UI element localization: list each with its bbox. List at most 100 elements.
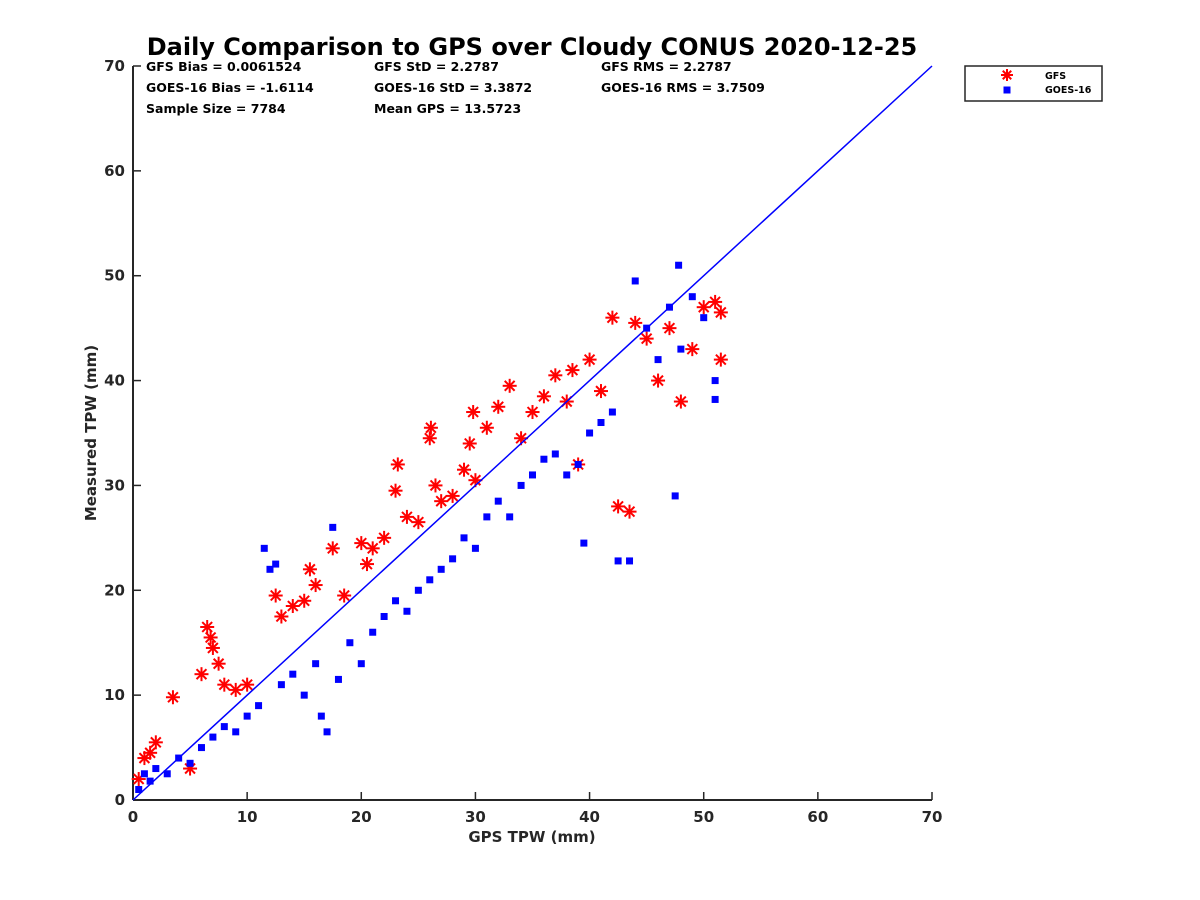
gfs-point [651, 373, 666, 388]
goes-16-point [369, 628, 377, 636]
goes-16-point [197, 744, 205, 752]
gfs-point [548, 368, 563, 383]
gfs-point [143, 745, 158, 760]
y-tick-label: 40 [104, 372, 125, 390]
goes-16-point [449, 555, 457, 563]
gfs-point [365, 541, 380, 556]
goes-16-point [403, 607, 411, 615]
goes-16-point [654, 356, 662, 364]
legend: GFS GOES-16 [964, 65, 1103, 102]
gfs-point [411, 515, 426, 530]
goes-16-point [334, 675, 342, 683]
gfs-point [399, 509, 414, 524]
gfs-point [525, 405, 540, 420]
goes-16-point [346, 639, 354, 647]
legend-goes-16-marker [1003, 86, 1011, 94]
gfs-point [536, 389, 551, 404]
goes-16-point [300, 691, 308, 699]
gfs-point [422, 431, 437, 446]
goes-16-point [671, 492, 679, 500]
x-tick-label: 0 [128, 808, 138, 826]
gfs-point [268, 588, 283, 603]
gfs-point [491, 399, 506, 414]
gfs-point [445, 488, 460, 503]
gfs-point [462, 436, 477, 451]
goes-16-point [209, 733, 217, 741]
goes-16-point [243, 712, 251, 720]
gfs-point [274, 609, 289, 624]
goes-16-point [517, 481, 525, 489]
stat-label: GFS StD = 2.2787 [374, 59, 499, 74]
stat-label: Mean GPS = 13.5723 [374, 101, 521, 116]
gfs-point [628, 315, 643, 330]
x-tick-label: 60 [807, 808, 828, 826]
goes-16-point [580, 539, 588, 547]
gfs-point [457, 462, 472, 477]
goes-16-point [540, 455, 548, 463]
legend-box [964, 65, 1103, 102]
goes-16-point [711, 377, 719, 385]
goes-16-point [140, 770, 148, 778]
goes-16-point [688, 293, 696, 301]
goes-16-point [323, 728, 331, 736]
gfs-point [211, 656, 226, 671]
goes-16-point [597, 419, 605, 427]
goes-16-point [563, 471, 571, 479]
goes-16-point [675, 261, 683, 269]
goes-16-point [626, 557, 634, 565]
stat-label: GFS Bias = 0.0061524 [146, 59, 302, 74]
goes-16-point [471, 544, 479, 552]
gfs-point [466, 405, 481, 420]
x-tick-label: 40 [579, 808, 600, 826]
goes-16-point [574, 460, 582, 468]
goes-16-series [135, 261, 719, 794]
gfs-point [685, 342, 700, 357]
gfs-point [696, 300, 711, 315]
gfs-point [593, 384, 608, 399]
stat-label: Sample Size = 7784 [146, 101, 286, 116]
gfs-point [165, 690, 180, 705]
x-tick-label: 30 [465, 808, 486, 826]
gfs-point [354, 536, 369, 551]
goes-16-point [631, 277, 639, 285]
goes-16-point [232, 728, 240, 736]
goes-16-point [186, 759, 194, 767]
stat-label: GFS RMS = 2.2787 [601, 59, 732, 74]
gfs-point [582, 352, 597, 367]
goes-16-point [529, 471, 536, 479]
gfs-point [673, 394, 688, 409]
gfs-point [285, 599, 300, 614]
goes-16-point [220, 723, 228, 731]
y-tick-label: 70 [104, 57, 125, 75]
goes-16-point [437, 565, 445, 573]
x-axis-label: GPS TPW (mm) [468, 828, 595, 846]
y-tick-label: 0 [115, 791, 125, 809]
gfs-point [434, 494, 449, 509]
goes-16-point [152, 765, 160, 773]
goes-16-point [380, 613, 388, 620]
goes-16-point [392, 597, 400, 605]
y-tick-label: 20 [104, 581, 125, 599]
gfs-point [390, 457, 405, 472]
y-axis-ticks: 0 10 20 30 40 50 60 70 [104, 57, 141, 809]
goes-16-point [506, 513, 514, 521]
x-tick-label: 70 [922, 808, 943, 826]
goes-16-point [266, 565, 274, 573]
goes-16-point [494, 497, 502, 505]
gfs-point [388, 483, 403, 498]
gfs-series [131, 294, 728, 787]
gfs-point [611, 499, 626, 514]
gfs-point [377, 530, 392, 545]
goes-16-point [255, 702, 263, 710]
goes-16-point [357, 660, 365, 668]
stat-label: GOES-16 Bias = -1.6114 [146, 80, 314, 95]
gfs-point [622, 504, 637, 519]
y-tick-label: 50 [104, 267, 125, 285]
goes-16-point [426, 576, 434, 584]
stat-label: GOES-16 StD = 3.3872 [374, 80, 532, 95]
goes-16-point [146, 777, 154, 785]
gfs-point [148, 735, 163, 750]
gfs-point [359, 557, 374, 572]
goes-16-point [551, 450, 559, 458]
